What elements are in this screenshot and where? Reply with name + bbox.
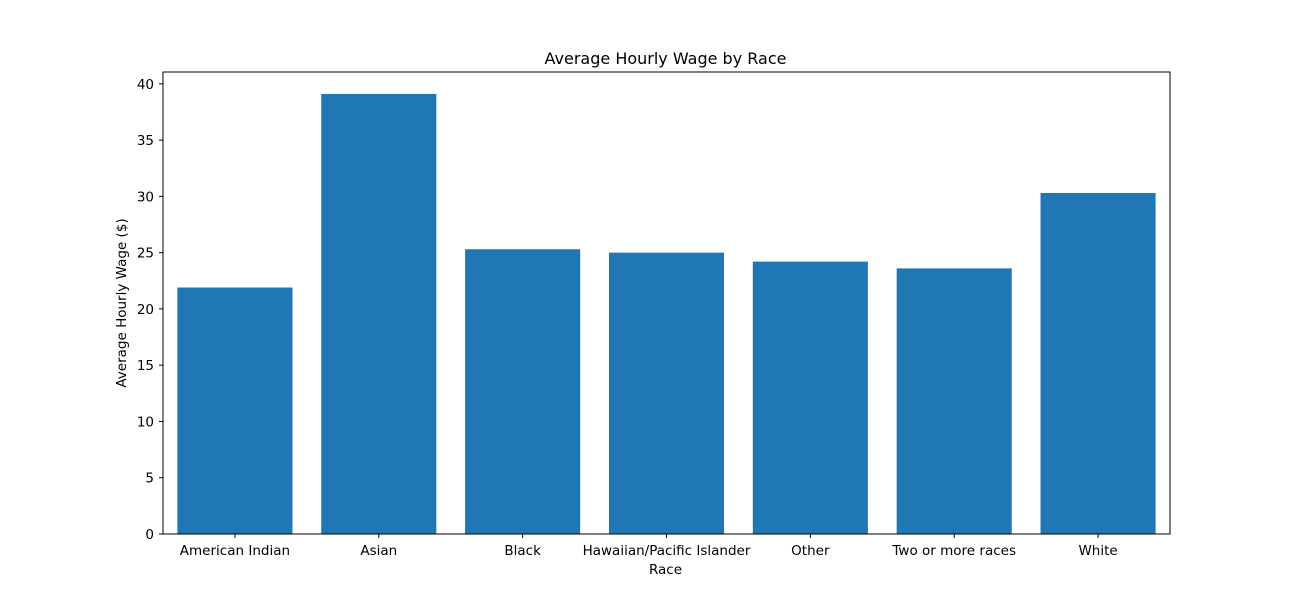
x-tick-label: Black: [504, 543, 541, 559]
x-axis-label: Race: [649, 562, 682, 578]
x-tick-label: Two or more races: [891, 543, 1016, 559]
bar: [752, 261, 868, 534]
bar: [896, 268, 1012, 534]
bar: [1040, 192, 1156, 535]
chart-title: Average Hourly Wage by Race: [545, 49, 787, 68]
x-tick-label: Hawaiian/Pacific Islander: [583, 543, 751, 559]
bar: [321, 93, 437, 534]
y-tick-label: 15: [137, 358, 154, 374]
y-tick-label: 20: [137, 302, 154, 318]
x-tick-label: American Indian: [180, 543, 290, 559]
y-tick-label: 0: [145, 527, 154, 543]
x-tick-label: Asian: [360, 543, 397, 559]
y-tick-label: 35: [137, 133, 154, 149]
x-axis-ticks: American Indian Asian Black Hawaiian/Pacifi…: [180, 534, 1118, 559]
x-tick-label: Other: [791, 543, 830, 559]
plot-frame: [162, 71, 1171, 535]
y-axis-ticks: 0 5 10 15 20 25 30 35 40: [137, 77, 163, 543]
bar: [177, 287, 293, 534]
y-tick-label: 25: [137, 246, 154, 262]
x-tick-label: White: [1078, 543, 1117, 559]
y-tick-label: 30: [137, 189, 154, 205]
bar: [608, 252, 725, 534]
bars-group: [177, 93, 1156, 535]
y-axis-label: Average Hourly Wage ($): [114, 218, 130, 387]
y-tick-label: 10: [137, 414, 154, 430]
y-tick-label: 5: [145, 471, 154, 487]
bar: [465, 249, 581, 534]
y-tick-label: 40: [137, 77, 154, 93]
